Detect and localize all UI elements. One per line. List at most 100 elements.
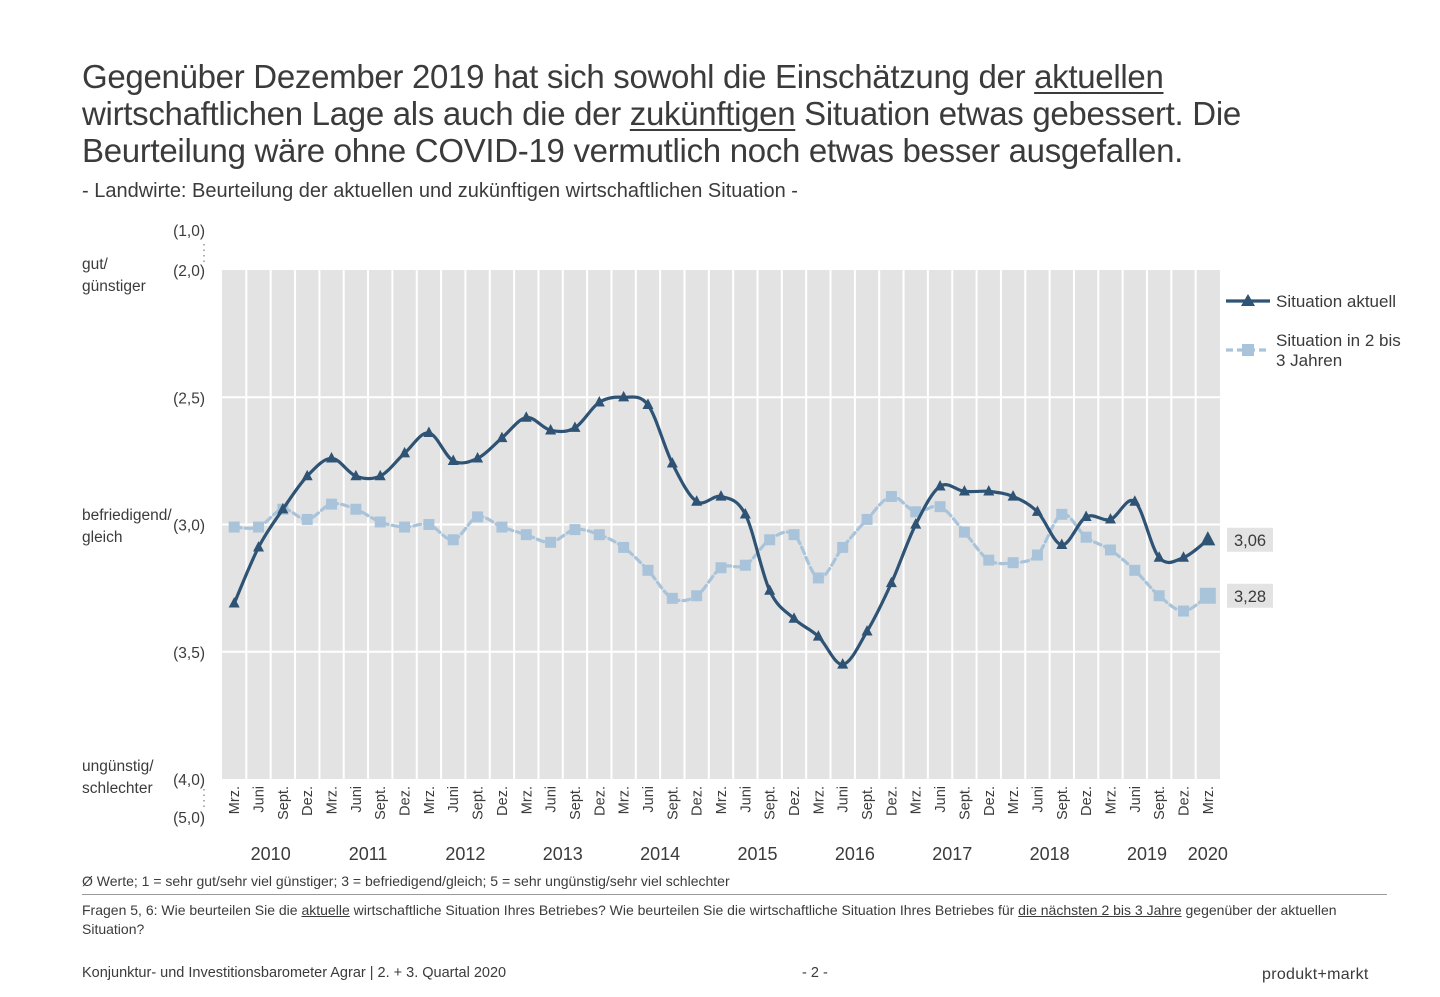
- y-tick-label: (3,5): [173, 645, 205, 662]
- data-point-current: [885, 576, 897, 588]
- survey-question: Fragen 5, 6: Wie beurteilen Sie die aktu…: [82, 901, 1382, 939]
- data-point-future: [228, 521, 240, 533]
- data-point-future: [1007, 557, 1019, 569]
- legend-label-future-line-1: Situation in 2 bis: [1276, 331, 1401, 350]
- x-tick-label: Mrz.: [227, 786, 243, 814]
- brand-logo: produkt+markt: [1262, 966, 1369, 983]
- x-year-label: 2016: [835, 844, 875, 864]
- data-point-future: [472, 511, 484, 523]
- data-point-current: [350, 469, 362, 481]
- data-point-current: [983, 485, 995, 496]
- data-point-current: [642, 398, 654, 410]
- data-point-current: [253, 541, 265, 552]
- data-point-current: [715, 490, 727, 501]
- x-tick-label: Dez.: [787, 786, 803, 816]
- data-point-future: [253, 521, 265, 533]
- data-point-current: [1104, 513, 1116, 524]
- data-point-current: [1056, 538, 1068, 549]
- data-point-current: [1080, 510, 1092, 521]
- data-point-future: [715, 562, 727, 574]
- side-label-good-line-2: günstiger: [82, 278, 146, 295]
- data-point-current: [1031, 505, 1043, 516]
- x-year-label: 2012: [445, 844, 485, 864]
- data-point-current: [374, 469, 386, 481]
- x-tick-label: Dez.: [982, 786, 998, 816]
- data-point-future: [447, 534, 459, 546]
- y-outer-bottom-label: (5,0): [173, 810, 205, 827]
- data-point-future: [1080, 531, 1092, 543]
- x-tick-label: Sept.: [276, 786, 292, 820]
- data-point-future: [983, 554, 995, 566]
- x-year-label: 2020: [1188, 844, 1228, 864]
- x-tick-label: Sept.: [957, 786, 973, 820]
- data-point-future: [1056, 508, 1068, 520]
- footnote-divider: [82, 894, 1387, 895]
- x-tick-label: Sept.: [665, 786, 681, 820]
- data-point-future: [301, 513, 313, 525]
- data-point-future: [569, 524, 581, 536]
- x-year-label: 2017: [932, 844, 972, 864]
- data-point-current: [593, 396, 605, 407]
- x-tick-label: Juni: [544, 786, 560, 813]
- data-point-current: [301, 469, 313, 481]
- side-label-bad: ungünstig/ schlechter: [82, 756, 154, 800]
- x-tick-label: Dez.: [884, 786, 900, 816]
- data-point-future: [350, 503, 362, 515]
- data-point-current: [1177, 551, 1189, 562]
- data-point-future: [1153, 590, 1165, 602]
- y-tick-label: (4,0): [173, 772, 205, 789]
- data-point-current: [788, 612, 800, 623]
- data-point-future: [618, 541, 630, 553]
- headline-part-1: Gegenüber Dezember 2019 hat sich sowohl …: [82, 58, 1035, 95]
- question-part-3: gegenüber der aktuellen Situation?: [82, 902, 1337, 937]
- chart-footnote: Ø Werte; 1 = sehr gut/sehr viel günstige…: [82, 873, 730, 889]
- data-point-future: [958, 526, 970, 538]
- axes: (2,0) (2,5) (3,0) (3,5) (4,0) (1,0) (5,0) Mrz. J…: [173, 223, 1228, 864]
- y-tick-label: (2,0): [173, 263, 205, 280]
- x-tick-label: Mrz.: [617, 786, 633, 814]
- data-point-current: [277, 502, 289, 514]
- legend-label-future-line-2: 3 Jahren: [1276, 351, 1342, 370]
- x-tick-label: Juni: [738, 786, 754, 813]
- headline-part-3: Situation etwas gebessert. Die Beurteilu…: [82, 95, 1241, 169]
- end-label-box-current: [1227, 527, 1273, 552]
- line-chart: (2,0) (2,5) (3,0) (3,5) (4,0) (1,0) (5,0) Mrz. J…: [173, 223, 1401, 864]
- question-part-2: wirtschaftliche Situation Ihres Betriebe…: [349, 902, 1019, 918]
- data-point-current: [691, 495, 703, 506]
- data-point-current: [812, 630, 824, 641]
- x-tick-label: Sept.: [763, 786, 779, 820]
- plot-area: [222, 270, 1220, 779]
- x-tick-label: Dez.: [690, 786, 706, 816]
- end-value-label-future: 3,28: [1234, 588, 1266, 606]
- page-headline: Gegenüber Dezember 2019 hat sich sowohl …: [82, 58, 1372, 169]
- end-label-box-future: [1227, 583, 1273, 608]
- data-point-current: [399, 446, 411, 458]
- x-tick-label: Mrz.: [1201, 786, 1217, 814]
- x-tick-label: Mrz.: [325, 786, 341, 814]
- headline-part-2: wirtschaftlichen Lage als auch die der: [82, 95, 630, 132]
- data-point-future: [520, 529, 532, 541]
- data-point-current: [496, 431, 508, 443]
- x-tick-label: Sept.: [373, 786, 389, 820]
- side-label-bad-line-2: schlechter: [82, 780, 153, 797]
- data-point-future: [496, 521, 508, 533]
- x-tick-label: Juni: [1030, 786, 1046, 813]
- data-point-future: [423, 519, 435, 530]
- footer-report-title: Konjunktur- und Investitionsbarometer Ag…: [82, 965, 507, 981]
- footer-page-number: - 2 -: [802, 965, 828, 981]
- x-tick-label: Sept.: [1055, 786, 1071, 820]
- data-point-current: [423, 426, 435, 438]
- data-point-future: [1031, 549, 1043, 561]
- x-year-label: 2014: [640, 844, 680, 864]
- side-label-good-line-1: gut/: [82, 256, 108, 273]
- y-outer-top-label: (1,0): [173, 223, 205, 240]
- data-point-current: [666, 457, 678, 468]
- data-point-current: [1129, 495, 1141, 506]
- data-point-current: [447, 454, 459, 465]
- side-label-bad-line-1: ungünstig/: [82, 758, 154, 775]
- x-tick-label: Mrz.: [909, 786, 925, 814]
- data-point-current: [228, 597, 240, 608]
- side-label-neutral-line-1: befriedigend/: [82, 507, 172, 524]
- x-tick-label: Juni: [641, 786, 657, 813]
- side-label-neutral: befriedigend/ gleich: [82, 505, 172, 549]
